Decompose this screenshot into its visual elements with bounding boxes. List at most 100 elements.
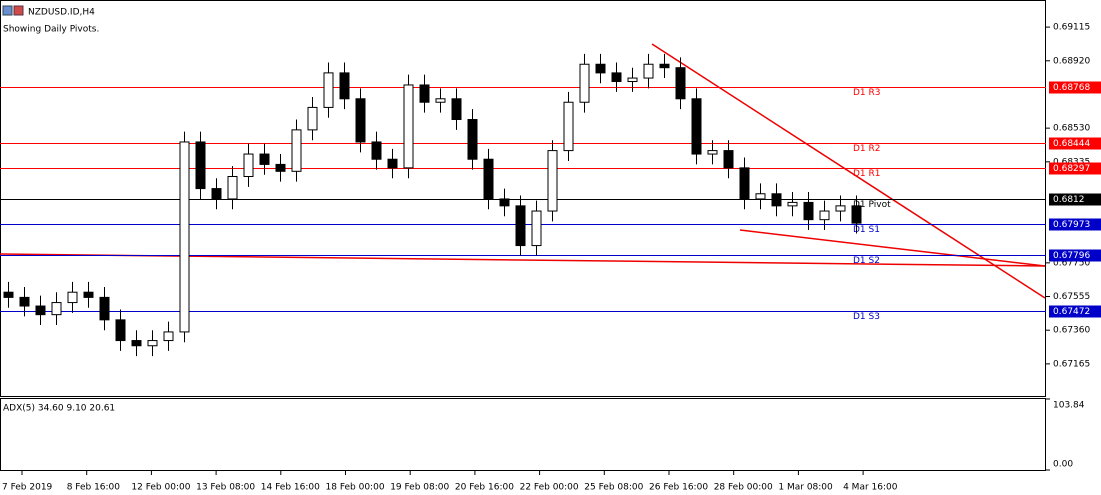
pivot-name: D1 S2 — [853, 256, 880, 266]
pivot-name: D1 R3 — [853, 88, 881, 98]
candle-body — [115, 319, 126, 342]
x-tick-label: 18 Feb 00:00 — [326, 483, 385, 493]
pivot-name: D1 Pivot — [853, 200, 891, 210]
candle-body — [707, 150, 718, 155]
pivot-price-label: 0.6812 — [1053, 195, 1085, 205]
candle-body — [515, 205, 526, 247]
candle-body — [211, 188, 222, 200]
candle-body — [3, 291, 14, 298]
candle-body — [627, 77, 638, 83]
x-tick-label: 28 Feb 00:00 — [714, 483, 773, 493]
indicator-tick-label: 0.00 — [1053, 460, 1073, 470]
candle-body — [291, 129, 302, 172]
candle-body — [227, 175, 238, 200]
candle-body — [419, 84, 430, 103]
candle-body — [643, 63, 654, 79]
candle-body — [675, 67, 686, 100]
y-tick-label: 0.67555 — [1053, 292, 1090, 302]
candle-body — [787, 201, 798, 207]
pivot-price-label: 0.68768 — [1053, 83, 1090, 93]
candle-body — [771, 193, 782, 207]
candle-body — [387, 158, 398, 169]
candle-body — [163, 331, 174, 342]
candle-body — [579, 63, 590, 103]
price-label-bg — [1049, 162, 1101, 175]
pivot-name: D1 S1 — [853, 225, 880, 235]
icon — [2, 5, 13, 16]
candle-body — [659, 63, 670, 69]
icon — [13, 5, 24, 16]
candle-body — [147, 340, 158, 347]
candle-body — [531, 210, 542, 247]
candle-body — [467, 119, 478, 160]
candle-body — [195, 141, 206, 190]
pivot-name: D1 R1 — [853, 169, 881, 179]
indicator-pane — [0, 398, 1046, 471]
y-tick-label: 0.67750 — [1053, 258, 1090, 268]
candle-body — [851, 205, 862, 224]
pivot-name: D1 S3 — [853, 312, 880, 322]
price-label-bg — [1049, 249, 1101, 262]
price-label-bg — [1049, 305, 1101, 318]
candle-body — [691, 98, 702, 155]
candle-body — [723, 150, 734, 169]
y-tick-label: 0.68335 — [1053, 157, 1090, 167]
y-tick-label: 0.68530 — [1053, 124, 1090, 134]
x-tick-label: 19 Feb 08:00 — [390, 483, 449, 493]
trend-line — [739, 229, 1046, 267]
x-tick-label: 12 Feb 00:00 — [131, 483, 190, 493]
candle-body — [755, 193, 766, 200]
x-tick-label: 26 Feb 16:00 — [649, 483, 708, 493]
candle-body — [67, 291, 78, 304]
candle-body — [179, 141, 190, 333]
candle-body — [355, 98, 366, 143]
candle-body — [563, 101, 574, 152]
candle-body — [547, 150, 558, 212]
x-tick-label: 13 Feb 08:00 — [196, 483, 255, 493]
pivot-price-label: 0.68297 — [1053, 164, 1090, 174]
x-tick-label: 20 Feb 16:00 — [455, 483, 514, 493]
candle-body — [243, 153, 254, 177]
pivot-name: D1 R2 — [853, 144, 881, 154]
candle-body — [611, 72, 622, 83]
candle-body — [819, 210, 830, 221]
candle-body — [259, 153, 270, 165]
subtitle: Showing Daily Pivots. — [3, 25, 99, 35]
candle-body — [275, 163, 286, 172]
x-tick-label: 22 Feb 00:00 — [520, 483, 579, 493]
candle-body — [403, 84, 414, 169]
pivot-price-label: 0.67973 — [1053, 220, 1090, 230]
candle-body — [435, 98, 446, 103]
x-tick-label: 14 Feb 16:00 — [261, 483, 320, 493]
candle-body — [499, 198, 510, 207]
candle-body — [51, 302, 62, 316]
candle-body — [371, 141, 382, 160]
price-label-bg — [1049, 218, 1101, 231]
y-tick-label: 0.67360 — [1053, 326, 1090, 336]
x-tick-label: 7 Feb 2019 — [2, 483, 53, 493]
price-label-bg — [1049, 137, 1101, 150]
candle-body — [451, 98, 462, 121]
candle-body — [835, 205, 846, 212]
candle-body — [19, 296, 30, 307]
candle-body — [99, 296, 110, 321]
x-tick-label: 25 Feb 08:00 — [584, 483, 643, 493]
candle-body — [739, 167, 750, 200]
pivot-price-label: 0.67472 — [1053, 307, 1090, 317]
candle-body — [803, 201, 814, 221]
y-tick-label: 0.68920 — [1053, 56, 1090, 66]
x-tick-label: 1 Mar 08:00 — [778, 483, 833, 493]
candle-body — [131, 340, 142, 347]
price-label-bg — [1049, 81, 1101, 94]
candle-body — [35, 305, 46, 316]
pivot-price-label: 0.68444 — [1053, 139, 1090, 149]
candle-body — [323, 72, 334, 108]
y-tick-label: 0.69115 — [1053, 23, 1090, 33]
x-tick-label: 8 Feb 16:00 — [67, 483, 121, 493]
candle-body — [307, 106, 318, 131]
window-header: NZDUSD.ID,H4 Showing Daily Pivots. — [2, 5, 99, 35]
y-tick-label: 0.67165 — [1053, 359, 1090, 369]
